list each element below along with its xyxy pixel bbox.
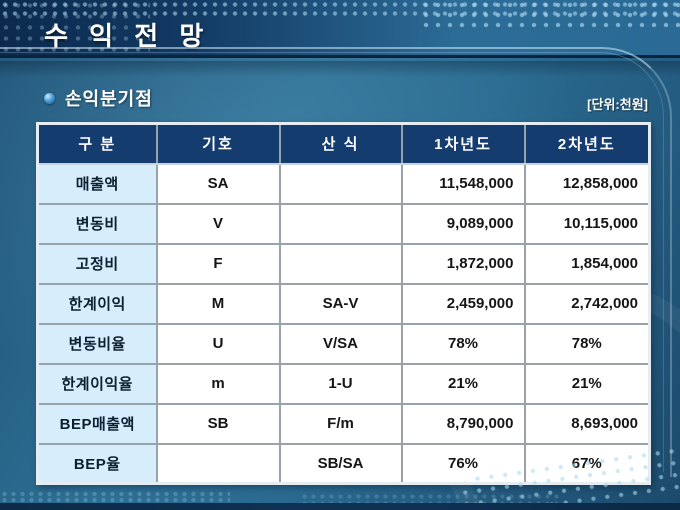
formula-cell: V/SA: [278, 322, 403, 365]
year1-value-cell: 1,872,000: [400, 242, 526, 285]
formula-cell: [278, 162, 403, 205]
table-row: BEP매출액 SB F/m 8,790,000 8,693,000: [36, 402, 651, 445]
row-label-cell: 한계이익: [36, 282, 158, 325]
year2-value-cell: 21%: [523, 362, 651, 405]
table-row: 한계이익 M SA-V 2,459,000 2,742,000: [36, 282, 651, 325]
bullet-sphere-icon: [44, 92, 55, 104]
subtitle-label: 손익분기점: [65, 89, 153, 109]
symbol-cell: m: [155, 362, 281, 405]
year2-value-cell: 8,693,000: [523, 402, 651, 445]
table-row: 매출액 SA 11,548,000 12,858,000: [36, 162, 651, 205]
row-label-cell: 매출액: [36, 162, 158, 205]
year1-value-cell: 11,548,000: [400, 162, 526, 205]
table-body: 매출액 SA 11,548,000 12,858,000 변동비 V 9,089,000 10…: [36, 162, 651, 485]
year1-value-cell: 78%: [400, 322, 526, 365]
break-even-table: 구 분 기호 산 식 1차년도 2차년도 매출액 SA 11,548,000 12,8…: [36, 122, 651, 485]
formula-cell: SB/SA: [278, 442, 403, 485]
halftone-dots-top-right: [420, 0, 680, 30]
symbol-cell: U: [155, 322, 281, 365]
table-header: 구 분 기호 산 식 1차년도 2차년도: [36, 122, 651, 165]
title-band: 수 익 전 망: [0, 0, 680, 58]
row-label-cell: 고정비: [36, 242, 158, 285]
col-header-year1: 1차년도: [400, 122, 526, 165]
col-header-formula: 산 식: [278, 122, 403, 165]
halftone-dots-bottom-left: [0, 491, 230, 503]
formula-cell: 1-U: [278, 362, 403, 405]
symbol-cell: SB: [155, 402, 281, 445]
band-shadow: [0, 61, 680, 77]
row-label-cell: 변동비: [36, 202, 158, 245]
year1-value-cell: 9,089,000: [400, 202, 526, 245]
halftone-dots-top-left: [0, 0, 150, 56]
table-row: 변동비율 U V/SA 78% 78%: [36, 322, 651, 365]
table-row: 고정비 F 1,872,000 1,854,000: [36, 242, 651, 285]
row-label-cell: 한계이익율: [36, 362, 158, 405]
year1-value-cell: 2,459,000: [400, 282, 526, 325]
bottom-strip: [0, 503, 680, 510]
year2-value-cell: 2,742,000: [523, 282, 651, 325]
unit-label: [단위:천원]: [587, 97, 648, 112]
symbol-cell: F: [155, 242, 281, 285]
page-title: 수 익 전 망: [44, 21, 211, 51]
row-label-cell: BEP매출액: [36, 402, 158, 445]
header-row: 구 분 기호 산 식 1차년도 2차년도: [36, 122, 651, 165]
formula-cell: SA-V: [278, 282, 403, 325]
year2-value-cell: 1,854,000: [523, 242, 651, 285]
row-label-cell: 변동비율: [36, 322, 158, 365]
formula-cell: [278, 242, 403, 285]
table-row: 변동비 V 9,089,000 10,115,000: [36, 202, 651, 245]
subtitle-row: 손익분기점: [44, 85, 153, 111]
row-label-cell: BEP율: [36, 442, 158, 485]
year2-value-cell: 12,858,000: [523, 162, 651, 205]
formula-cell: [278, 202, 403, 245]
table-row: 한계이익율 m 1-U 21% 21%: [36, 362, 651, 405]
symbol-cell: SA: [155, 162, 281, 205]
symbol-cell: M: [155, 282, 281, 325]
year1-value-cell: 8,790,000: [400, 402, 526, 445]
year2-value-cell: 10,115,000: [523, 202, 651, 245]
col-header-category: 구 분: [36, 122, 158, 165]
year2-value-cell: 78%: [523, 322, 651, 365]
col-header-symbol: 기호: [155, 122, 281, 165]
year1-value-cell: 21%: [400, 362, 526, 405]
formula-cell: F/m: [278, 402, 403, 445]
symbol-cell: [155, 442, 281, 485]
halftone-dots-bottom-mid: [300, 493, 560, 503]
col-header-year2: 2차년도: [523, 122, 651, 165]
year1-value-cell: 76%: [400, 442, 526, 485]
symbol-cell: V: [155, 202, 281, 245]
